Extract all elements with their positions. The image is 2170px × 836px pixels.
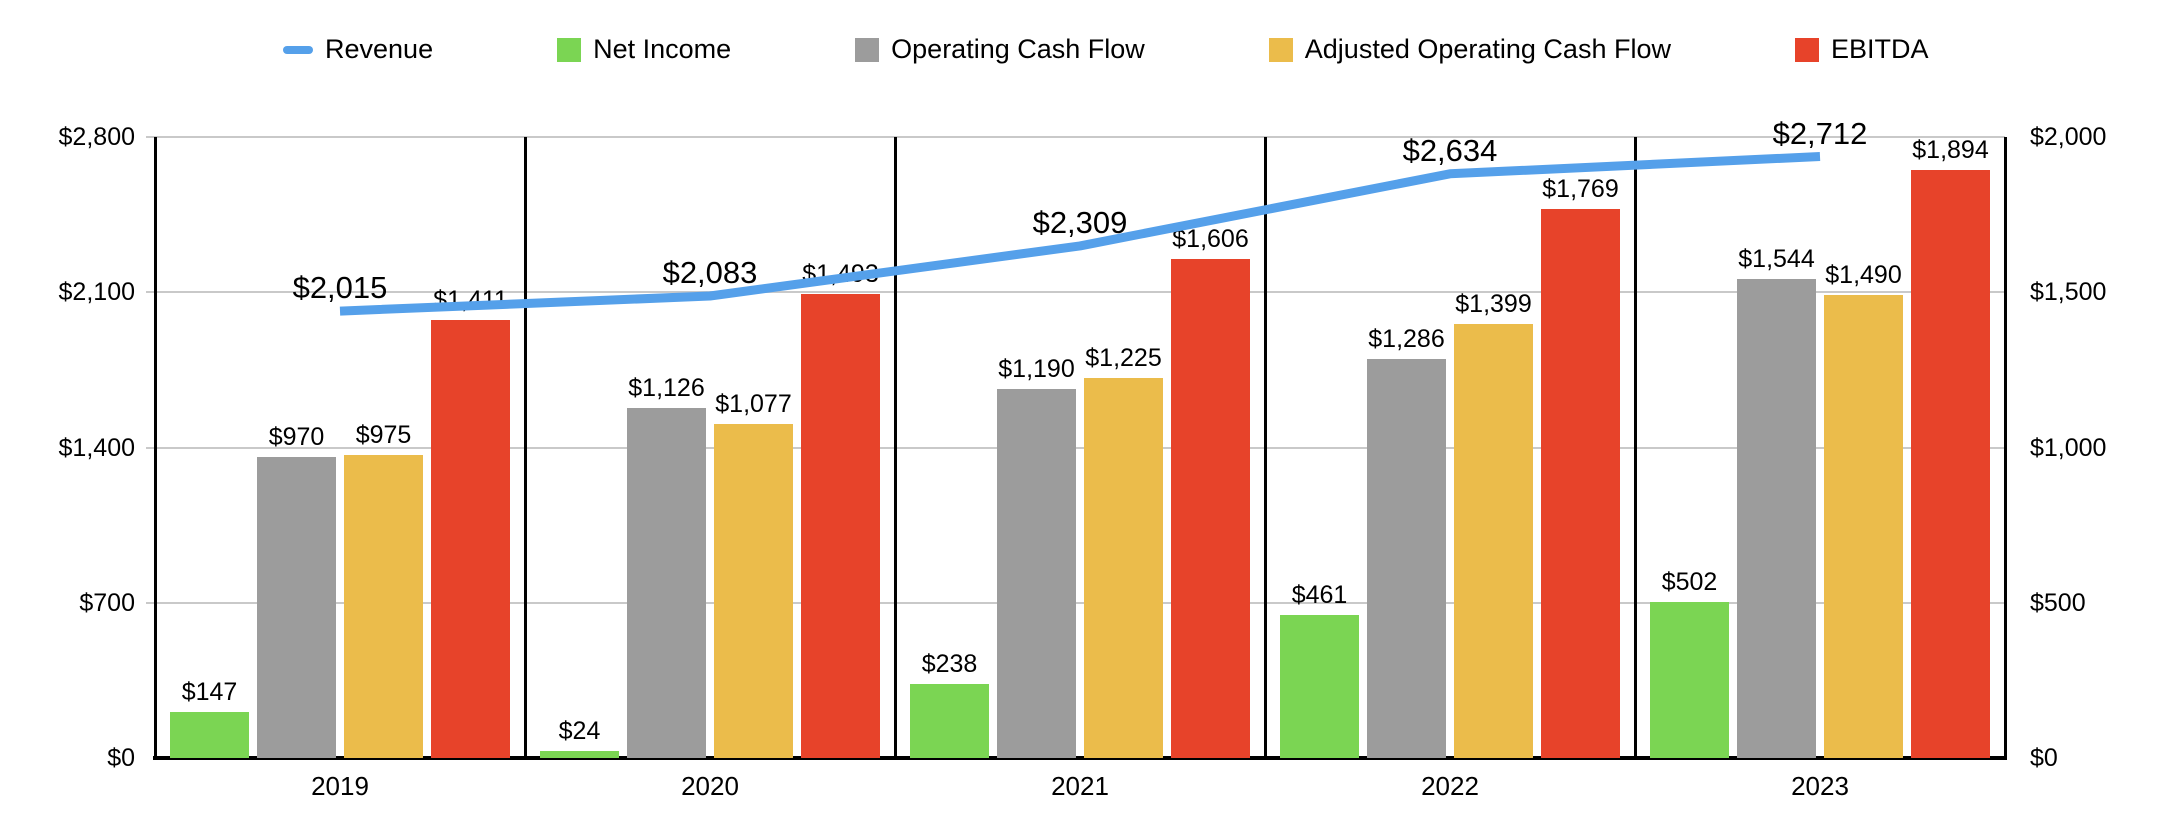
- legend-item-net-income: Net Income: [557, 36, 731, 63]
- y-axis-right-tick-label: $1,000: [2030, 433, 2107, 462]
- y-axis-right-tick-label: $1,500: [2030, 278, 2107, 307]
- legend-label-revenue: Revenue: [325, 34, 434, 64]
- group-divider: [893, 137, 897, 758]
- legend-item-operating-cash-flow: Operating Cash Flow: [855, 36, 1145, 63]
- bar-adjusted-operating-cash-flow-2022: [1454, 323, 1533, 758]
- bar-value-label-net-income-2019: $147: [181, 678, 238, 707]
- y-axis-right-tick-label: $500: [2030, 588, 2086, 617]
- x-axis-label-2022: 2022: [1421, 771, 1479, 801]
- line-value-label-revenue-2023: $2,712: [1772, 115, 1868, 151]
- bar-value-label-adjusted-operating-cash-flow-2020: $1,077: [715, 389, 792, 418]
- legend-square-swatch-ebitda: [1794, 37, 1819, 62]
- bar-value-label-operating-cash-flow-2022: $1,286: [1368, 324, 1445, 353]
- group-divider: [1633, 137, 1637, 758]
- x-axis-line: [153, 756, 2007, 760]
- bar-ebitda-2020: [801, 294, 880, 758]
- legend-square-swatch-operating-cash-flow: [855, 37, 880, 62]
- x-axis-label-2019: 2019: [311, 771, 369, 801]
- bar-ebitda-2021: [1171, 259, 1250, 758]
- chart-legend: Revenue Net Income Operating Cash Flow Adju…: [283, 36, 1929, 63]
- bar-operating-cash-flow-2020: [627, 408, 706, 758]
- bar-value-label-net-income-2021: $238: [921, 650, 978, 679]
- group-divider: [523, 137, 527, 758]
- bar-value-label-adjusted-operating-cash-flow-2019: $975: [355, 421, 412, 450]
- line-value-label-revenue-2019: $2,015: [292, 270, 388, 306]
- bar-net-income-2019: [170, 712, 249, 758]
- bar-value-label-operating-cash-flow-2019: $970: [268, 422, 325, 451]
- bar-net-income-2023: [1650, 602, 1729, 758]
- x-axis-label-2023: 2023: [1791, 771, 1849, 801]
- line-value-label-revenue-2022: $2,634: [1402, 132, 1498, 168]
- legend-label-operating-cash-flow: Operating Cash Flow: [891, 34, 1145, 64]
- legend-square-swatch-adjusted-operating-cash-flow: [1268, 37, 1293, 62]
- plot-right-border: [2003, 137, 2007, 758]
- y-axis-right-tick-label: $0: [2030, 744, 2058, 772]
- legend-item-adjusted-operating-cash-flow: Adjusted Operating Cash Flow: [1268, 34, 1671, 64]
- group-divider: [1263, 137, 1267, 758]
- bar-ebitda-2023: [1911, 169, 1990, 758]
- grid-line: [155, 136, 2005, 138]
- grid-line: [155, 291, 2005, 294]
- bar-ebitda-2019: [431, 319, 510, 758]
- legend-line-swatch-revenue: [283, 45, 313, 54]
- bar-value-label-adjusted-operating-cash-flow-2022: $1,399: [1455, 289, 1532, 318]
- legend-item-ebitda: EBITDA: [1794, 34, 1929, 64]
- axis-tick: [146, 601, 155, 604]
- y-axis-left-tick-label: $0: [107, 744, 135, 772]
- legend-square-swatch-net-income: [557, 37, 582, 62]
- axis-tick: [146, 291, 155, 294]
- legend-label-net-income: Net Income: [593, 34, 732, 64]
- y-axis-left-tick-label: $1,400: [58, 433, 135, 462]
- legend-item-revenue: Revenue: [283, 36, 433, 63]
- y-axis-left-tick-label: $700: [79, 588, 135, 617]
- bar-value-label-adjusted-operating-cash-flow-2021: $1,225: [1085, 343, 1162, 372]
- bar-value-label-ebitda-2022: $1,769: [1542, 174, 1619, 203]
- y-axis-right-tick-label: $2,000: [2030, 123, 2107, 151]
- grid-line: [155, 601, 2005, 604]
- bar-value-label-adjusted-operating-cash-flow-2023: $1,490: [1825, 261, 1902, 290]
- bar-net-income-2021: [910, 684, 989, 758]
- bar-net-income-2022: [1280, 614, 1359, 758]
- x-axis-label-2021: 2021: [1051, 771, 1109, 801]
- bar-value-label-operating-cash-flow-2020: $1,126: [628, 374, 705, 403]
- line-value-label-revenue-2020: $2,083: [662, 255, 758, 291]
- grid-line: [155, 446, 2005, 449]
- axis-tick: [146, 136, 155, 138]
- bar-value-label-net-income-2022: $461: [1291, 580, 1348, 609]
- x-axis-label-2020: 2020: [681, 771, 739, 801]
- bar-value-label-net-income-2023: $502: [1661, 568, 1718, 597]
- bar-ebitda-2022: [1541, 208, 1620, 758]
- bar-operating-cash-flow-2022: [1367, 358, 1446, 758]
- bar-adjusted-operating-cash-flow-2019: [344, 455, 423, 758]
- bar-value-label-operating-cash-flow-2021: $1,190: [998, 354, 1075, 383]
- line-value-label-revenue-2021: $2,309: [1032, 204, 1128, 240]
- axis-tick: [146, 446, 155, 449]
- plot-left-border: [153, 137, 157, 758]
- legend-label-ebitda: EBITDA: [1830, 34, 1929, 64]
- revenue-line: [339, 152, 1821, 316]
- bar-operating-cash-flow-2021: [997, 388, 1076, 758]
- bar-adjusted-operating-cash-flow-2023: [1824, 295, 1903, 758]
- bar-operating-cash-flow-2019: [257, 456, 336, 758]
- y-axis-left-tick-label: $2,100: [58, 278, 135, 307]
- bar-adjusted-operating-cash-flow-2021: [1084, 377, 1163, 758]
- bar-value-label-net-income-2020: $24: [558, 716, 601, 745]
- bar-net-income-2020: [540, 750, 619, 758]
- bar-value-label-operating-cash-flow-2023: $1,544: [1738, 244, 1815, 273]
- bar-operating-cash-flow-2023: [1737, 278, 1816, 758]
- y-axis-left-tick-label: $2,800: [58, 123, 135, 151]
- legend-label-adjusted-operating-cash-flow: Adjusted Operating Cash Flow: [1304, 34, 1671, 64]
- bar-adjusted-operating-cash-flow-2020: [714, 423, 793, 758]
- bar-value-label-ebitda-2023: $1,894: [1912, 135, 1989, 164]
